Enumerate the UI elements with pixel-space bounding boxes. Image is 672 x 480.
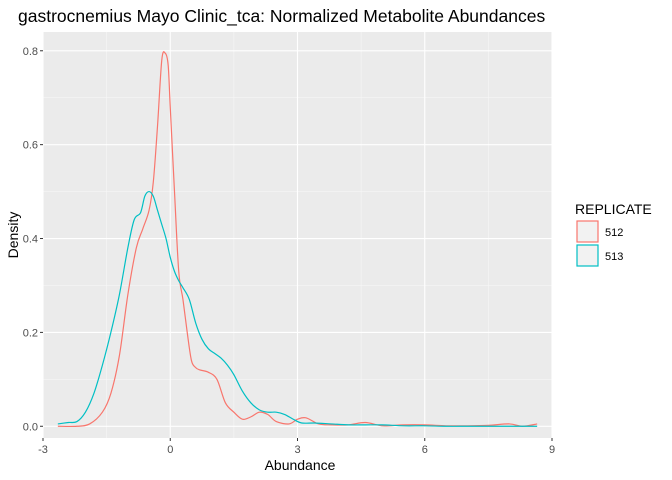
legend-label-512: 512 — [605, 227, 623, 239]
legend-item-512: 512 — [576, 220, 623, 243]
x-tick-label: -3 — [38, 444, 48, 456]
chart-title: gastrocnemius Mayo Clinic_tca: Normalize… — [18, 6, 545, 27]
legend-label-513: 513 — [605, 251, 623, 263]
legend-key-513 — [576, 244, 599, 267]
y-axis: 0.0 0.2 0.4 0.6 0.8 — [23, 46, 43, 433]
legend-item-513: 513 — [576, 244, 623, 267]
y-tick-label: 0.8 — [23, 46, 38, 58]
x-tick-label: 6 — [422, 444, 428, 456]
legend-title: REPLICATE — [575, 201, 652, 217]
x-axis-title: Abundance — [265, 457, 336, 473]
y-tick-label: 0.4 — [23, 234, 38, 246]
density-line-512 — [57, 51, 538, 428]
x-tick-label: 0 — [167, 444, 173, 456]
x-tick-label: 3 — [294, 444, 300, 456]
x-tick-label: 9 — [549, 444, 555, 456]
density-curves — [57, 51, 538, 428]
y-axis-title: Density — [5, 212, 21, 259]
legend-key-512 — [576, 220, 599, 243]
x-axis: -3 0 3 6 9 — [38, 438, 555, 456]
y-tick-label: 0.0 — [23, 421, 38, 433]
y-tick-label: 0.2 — [23, 327, 38, 339]
major-gridlines — [42, 32, 553, 438]
y-tick-label: 0.6 — [23, 140, 38, 152]
legend: REPLICATE 512 513 — [575, 201, 652, 267]
density-line-513 — [57, 190, 538, 427]
